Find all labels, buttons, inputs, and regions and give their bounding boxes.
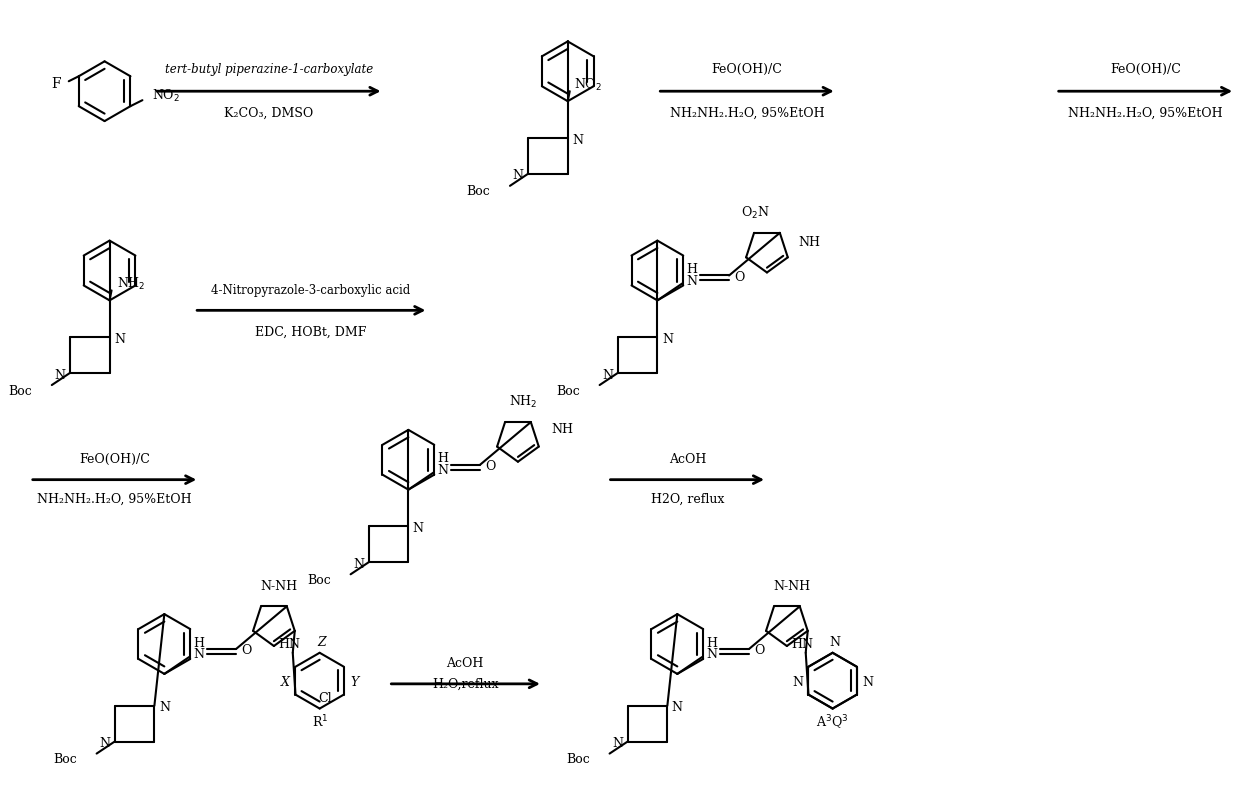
Text: N: N xyxy=(792,676,804,689)
Text: NH: NH xyxy=(552,423,574,437)
Text: N: N xyxy=(830,636,841,649)
Text: N: N xyxy=(572,134,583,146)
Text: NO$_2$: NO$_2$ xyxy=(153,88,180,104)
Text: H₂O,reflux: H₂O,reflux xyxy=(432,677,498,691)
Text: N: N xyxy=(114,333,125,346)
Text: N: N xyxy=(438,464,449,477)
Text: H2O, reflux: H2O, reflux xyxy=(651,493,724,506)
Text: NH$_2$: NH$_2$ xyxy=(118,276,146,293)
Text: AcOH: AcOH xyxy=(446,657,484,671)
Text: NH₂NH₂.H₂O, 95%EtOH: NH₂NH₂.H₂O, 95%EtOH xyxy=(1068,107,1223,119)
Text: N: N xyxy=(672,702,683,714)
Text: 4-Nitropyrazole-3-carboxylic acid: 4-Nitropyrazole-3-carboxylic acid xyxy=(211,284,410,297)
Text: X: X xyxy=(280,676,289,689)
Text: N: N xyxy=(55,369,66,381)
Text: O: O xyxy=(754,645,764,657)
Text: Boc: Boc xyxy=(9,384,32,398)
Text: FeO(OH)/C: FeO(OH)/C xyxy=(712,62,782,76)
Text: HN: HN xyxy=(791,638,813,651)
Text: H: H xyxy=(707,637,718,649)
Text: F: F xyxy=(51,78,61,91)
Text: N: N xyxy=(613,737,622,750)
Text: AcOH: AcOH xyxy=(668,453,706,466)
Text: tert-butyl piperazine-1-carboxylate: tert-butyl piperazine-1-carboxylate xyxy=(165,62,373,76)
Text: O: O xyxy=(241,645,252,657)
Text: N-NH: N-NH xyxy=(260,580,298,592)
Text: NH: NH xyxy=(799,236,821,249)
Text: A$^3$Q$^3$: A$^3$Q$^3$ xyxy=(816,713,849,732)
Text: K₂CO₃, DMSO: K₂CO₃, DMSO xyxy=(224,107,314,119)
Text: FeO(OH)/C: FeO(OH)/C xyxy=(79,453,150,466)
Text: Boc: Boc xyxy=(53,753,77,766)
Text: N: N xyxy=(159,702,170,714)
Text: O: O xyxy=(485,460,495,473)
Text: N: N xyxy=(707,649,718,661)
Text: N: N xyxy=(193,649,205,661)
Text: Y: Y xyxy=(351,676,358,689)
Text: Z: Z xyxy=(317,636,326,649)
Text: Boc: Boc xyxy=(308,573,331,587)
Text: N: N xyxy=(413,522,424,535)
Text: N: N xyxy=(353,558,365,571)
Text: EDC, HOBt, DMF: EDC, HOBt, DMF xyxy=(255,326,367,339)
Text: N: N xyxy=(862,676,873,689)
Text: NH₂NH₂.H₂O, 95%EtOH: NH₂NH₂.H₂O, 95%EtOH xyxy=(37,493,192,506)
Text: H: H xyxy=(687,263,698,276)
Text: N: N xyxy=(603,369,613,381)
Text: H: H xyxy=(193,637,205,649)
Text: N: N xyxy=(662,333,673,346)
Text: FeO(OH)/C: FeO(OH)/C xyxy=(1110,62,1180,76)
Text: N: N xyxy=(99,737,110,750)
Text: NH$_2$: NH$_2$ xyxy=(508,394,537,410)
Text: NH₂NH₂.H₂O, 95%EtOH: NH₂NH₂.H₂O, 95%EtOH xyxy=(670,107,825,119)
Text: N: N xyxy=(512,169,523,183)
Text: N-NH: N-NH xyxy=(774,580,811,592)
Text: H: H xyxy=(438,452,449,465)
Text: Boc: Boc xyxy=(565,753,590,766)
Text: Boc: Boc xyxy=(556,384,579,398)
Text: N: N xyxy=(687,275,698,288)
Text: O$_2$N: O$_2$N xyxy=(740,205,769,221)
Text: NO$_2$: NO$_2$ xyxy=(574,78,601,93)
Text: Boc: Boc xyxy=(466,185,490,199)
Text: O: O xyxy=(734,271,744,284)
Text: Cl: Cl xyxy=(317,692,331,705)
Text: HN: HN xyxy=(279,638,301,651)
Text: R$^1$: R$^1$ xyxy=(311,714,327,731)
